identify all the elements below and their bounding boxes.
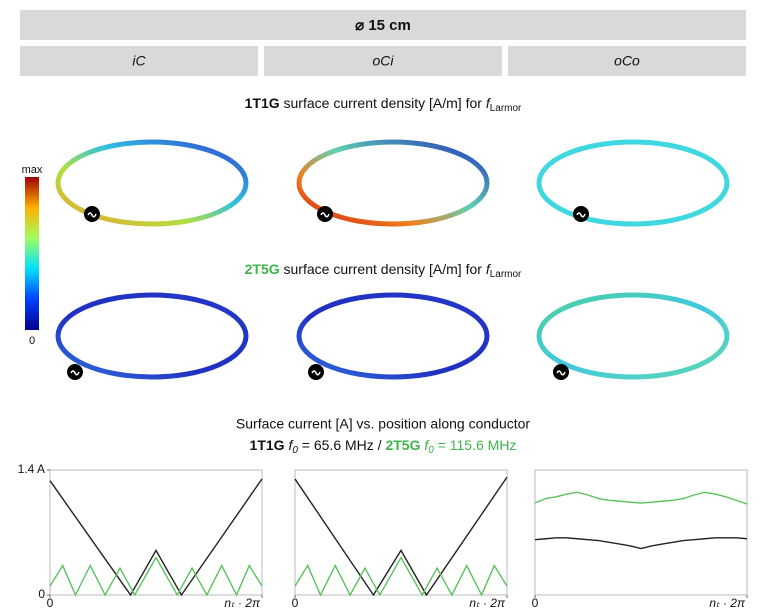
series-line	[49, 556, 263, 597]
current-ring	[536, 292, 730, 380]
map-title: 2T5G surface current density [A/m] for f…	[245, 261, 522, 280]
current-ring	[296, 292, 490, 380]
header-bar	[20, 10, 746, 40]
y-tick-label: 1.4 A	[18, 462, 45, 476]
caption: 1T1G f0 = 65.6 MHz / 2T5G f0 = 115.6 MHz	[250, 437, 517, 456]
series-line	[49, 478, 263, 597]
current-ring	[536, 139, 730, 227]
colorbar-min: 0	[29, 335, 35, 347]
source-markers	[67, 206, 589, 380]
x-tick-label: 0	[532, 596, 539, 609]
current-ring	[296, 139, 490, 227]
colorbar-max: max	[22, 164, 43, 176]
x-tick-label: nₜ · 2π	[469, 596, 506, 609]
caption: Surface current [A] vs. position along c…	[236, 416, 530, 432]
y-tick-label: 0	[38, 587, 45, 601]
current-ring	[55, 139, 249, 227]
x-tick-label: nₜ · 2π	[709, 596, 746, 609]
x-tick-label: 0	[292, 596, 299, 609]
column-bar	[264, 46, 502, 76]
series-line	[534, 491, 748, 505]
series-line	[534, 537, 748, 550]
series-line	[294, 476, 508, 597]
plot-frame	[534, 469, 748, 596]
column-label: oCo	[614, 53, 640, 69]
x-tick-label: nₜ · 2π	[224, 596, 261, 609]
header-title: ⌀ 15 cm	[355, 17, 411, 34]
series-line	[294, 556, 508, 597]
x-tick-label: 0	[47, 596, 54, 609]
map-title: 1T1G surface current density [A/m] for f…	[245, 95, 522, 114]
plot-frame	[294, 469, 508, 596]
column-bar	[508, 46, 746, 76]
current-ring	[55, 292, 249, 380]
column-label: oCi	[372, 53, 394, 69]
column-bar	[20, 46, 258, 76]
colorbar	[25, 177, 39, 330]
plot-frame	[49, 469, 263, 596]
column-label: iC	[132, 53, 146, 69]
